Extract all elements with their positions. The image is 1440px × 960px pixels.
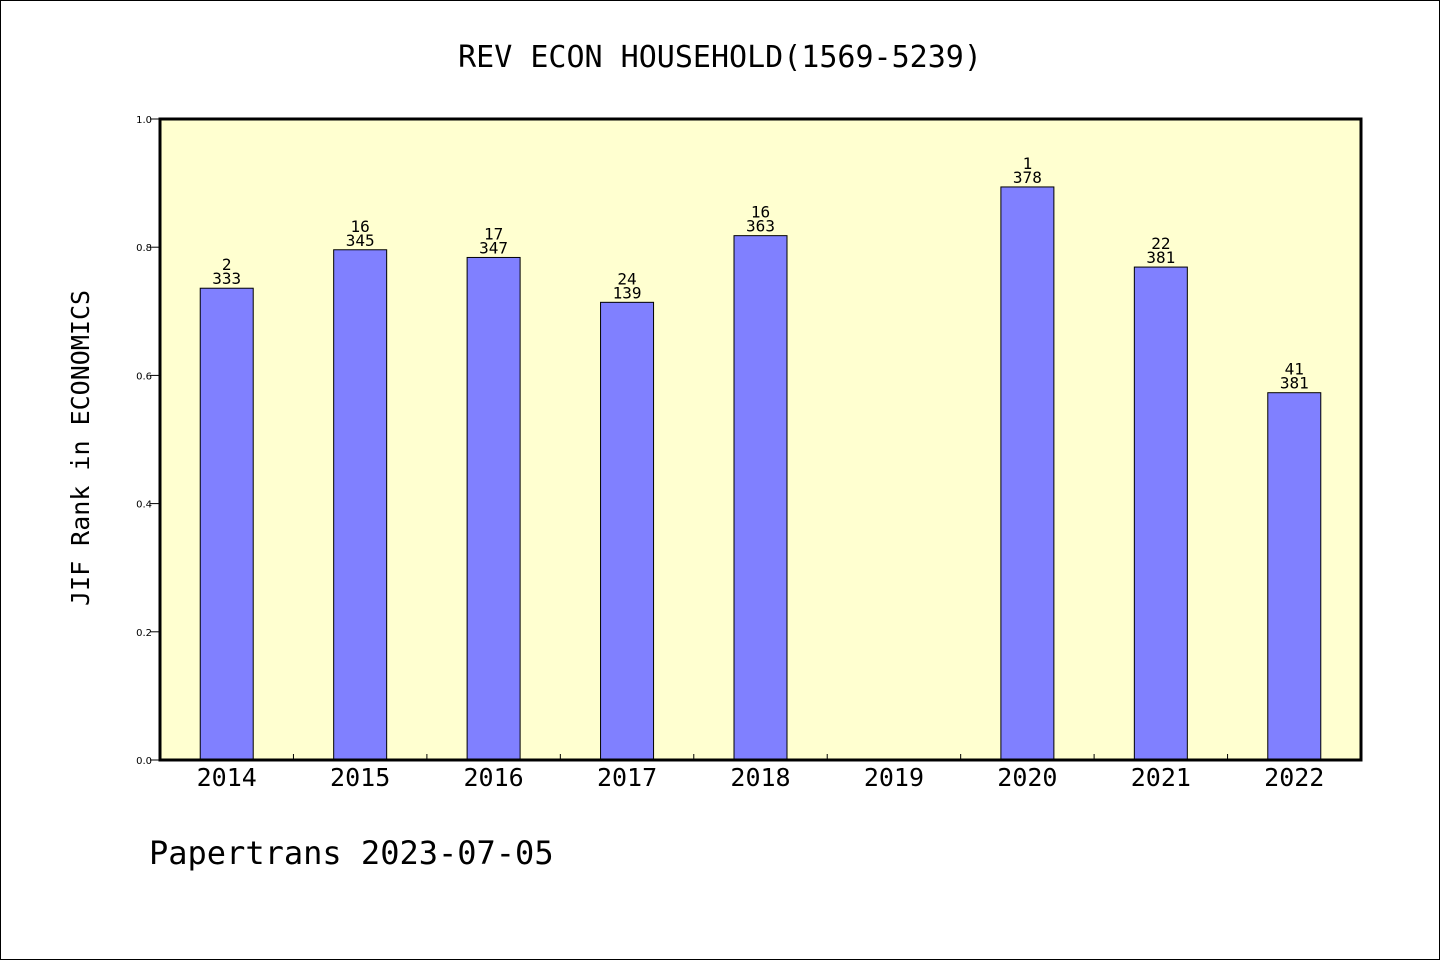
y-axis-label: JIF Rank in ECONOMICS [66, 290, 95, 606]
x-tick-label: 2016 [464, 763, 524, 792]
bar [1267, 392, 1322, 761]
y-tick-label: 0.8 [136, 243, 152, 254]
bar-total-label: 345 [346, 231, 375, 250]
x-tick-label: 2017 [597, 763, 657, 792]
bar-total-label: 381 [1146, 248, 1175, 267]
bar-rank-label: 1 [1023, 154, 1033, 173]
x-tick-label: 2022 [1264, 763, 1324, 792]
y-tick-label: 0.0 [136, 756, 152, 767]
x-tick-label: 2020 [997, 763, 1057, 792]
bar [1133, 266, 1188, 761]
bar [199, 287, 254, 761]
x-tick-label: 2018 [730, 763, 790, 792]
bar-rank-label: 24 [617, 269, 636, 288]
plot-border [158, 117, 1363, 762]
x-tick-label: 2015 [330, 763, 390, 792]
x-tick-label: 2021 [1131, 763, 1191, 792]
bar [733, 235, 788, 761]
bar-rank-label: 17 [484, 224, 503, 243]
y-tick-label: 0.4 [136, 500, 152, 511]
bar-total-label: 333 [212, 269, 241, 288]
bar-total-label: 363 [746, 217, 775, 236]
bar-total-label: 378 [1013, 168, 1042, 187]
x-axis-ticks: 2014 2015 2016 2017 2018 2019 2020 2021 2022 [197, 754, 1324, 792]
bar-rank-label: 16 [751, 203, 770, 222]
bar [333, 249, 388, 761]
y-tick-label: 0.2 [136, 628, 152, 639]
footer-text: Papertrans 2023-07-05 [149, 834, 554, 872]
bar-total-label: 139 [613, 283, 642, 302]
bar-rank-label: 22 [1151, 234, 1170, 253]
bar [466, 256, 521, 761]
bar [1000, 186, 1055, 761]
x-tick-label: 2019 [864, 763, 924, 792]
bar-rank-label: 2 [222, 255, 232, 274]
bar-total-label: 347 [479, 238, 508, 257]
bar-rank-label: 16 [351, 217, 370, 236]
bar [600, 301, 655, 761]
bars-group [199, 186, 1322, 761]
chart-title: REV ECON HOUSEHOLD(1569-5239) [458, 40, 982, 75]
y-tick-label: 0.6 [136, 371, 152, 382]
x-tick-label: 2014 [197, 763, 257, 792]
y-axis-ticks: 0.0 0.2 0.4 0.6 0.8 1.0 [136, 115, 160, 767]
y-tick-label: 1.0 [136, 115, 152, 126]
bar-rank-label: 41 [1285, 360, 1304, 379]
bar-total-label: 381 [1280, 374, 1309, 393]
